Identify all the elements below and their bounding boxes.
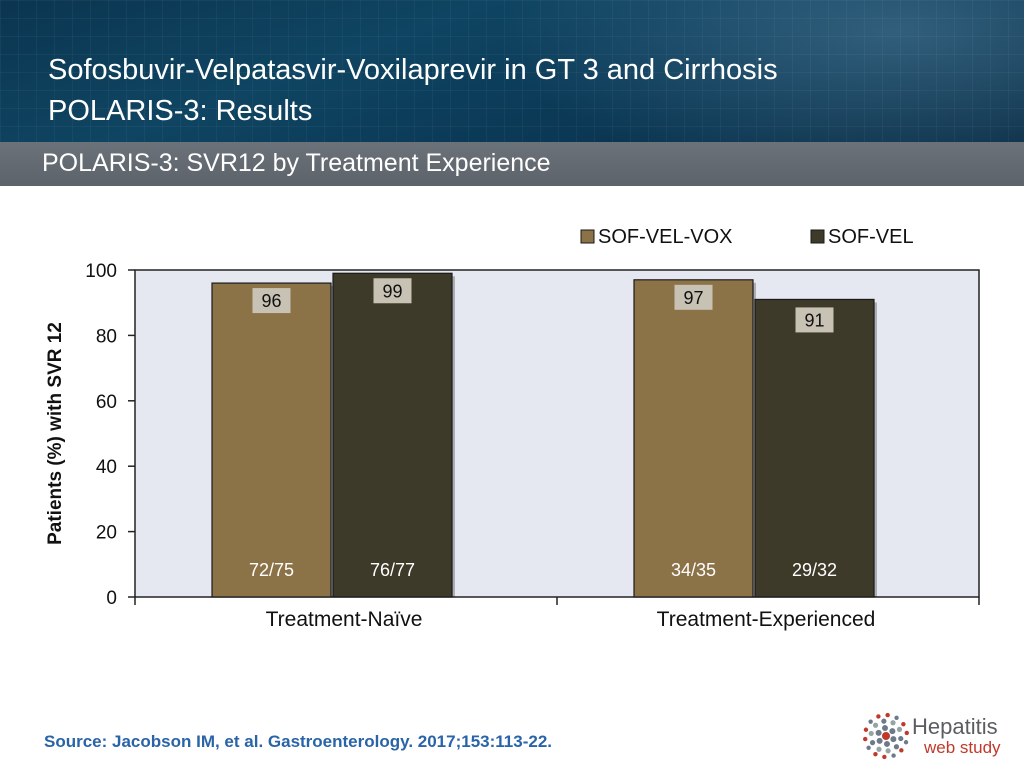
logo-dot [883,740,890,747]
legend-label: SOF-VEL-VOX [598,226,732,248]
logo-dot [872,722,879,728]
data-label-count: 34/35 [671,560,716,580]
svr12-bar-chart: 0 20 40 60 80 100 Patients (%) with SVR 12 96 72… [45,226,980,631]
logo-dot [868,730,874,737]
legend-swatch [580,229,595,244]
y-tick-label: 20 [96,523,117,544]
y-axis-label: Patients (%) with SVR 12 [45,322,66,545]
data-label-count: 72/75 [249,560,294,580]
logo-dot [866,745,871,750]
logo-dot [876,714,881,719]
header-pattern [0,0,1024,142]
logo-dot [876,737,883,744]
slide-title-line-1: Sofosbuvir-Velpatasvir-Voxilaprevir in G… [48,54,778,86]
logo-dot [882,725,889,732]
x-category-label: Treatment-Experienced [657,608,876,631]
data-label-value: 99 [382,281,402,301]
bar-sof-vel-0 [332,272,453,598]
data-label-count: 29/32 [792,560,837,580]
logo-dot [889,728,896,735]
subtitle-bar: POLARIS-3: SVR12 by Treatment Experience [0,142,1024,186]
logo-dot [903,740,909,745]
logo-dot [869,740,876,746]
logo-dot [894,715,899,721]
logo-dot [893,744,900,750]
logo-dot [890,736,897,743]
data-label-value: 91 [804,310,824,330]
data-label-box [795,307,834,333]
logo-text-web-study: web study [924,738,1001,757]
logo-dot [904,730,909,736]
y-tick-label: 0 [106,588,117,609]
slide-subtitle: POLARIS-3: SVR12 by Treatment Experience [42,149,551,177]
logo-dot [868,719,873,724]
bar-sof-vel-vox-0 [211,282,332,598]
logo-dot [885,712,890,718]
y-tick-label: 80 [96,326,117,347]
legend-swatch [810,229,825,244]
logo-dot [876,746,882,752]
logo-dot [875,729,882,736]
logo-dot [885,748,891,754]
logo-dot [898,735,904,742]
logo-dot [882,754,887,760]
source-citation: Source: Jacobson IM, et al. Gastroentero… [44,732,552,751]
data-label-box [674,284,713,310]
slide-title-line-2: POLARIS-3: Results [48,95,313,127]
data-label-box [373,278,412,304]
hepatitis-web-study-logo-icon [863,712,909,760]
data-label-box [252,288,291,314]
data-label-count: 76/77 [370,560,415,580]
logo-text-hepatitis: Hepatitis [912,714,998,739]
logo-dot [891,753,896,758]
logo-dot [890,720,896,726]
slide-header: Sofosbuvir-Velpatasvir-Voxilaprevir in G… [0,0,1024,142]
y-tick-label: 100 [85,261,117,282]
header-glow [464,0,1024,142]
logo-dot [881,718,887,724]
y-tick-label: 60 [96,392,117,413]
data-label-value: 96 [261,291,281,311]
logo-dot [899,748,904,753]
logo-dot [882,732,890,740]
x-category-label: Treatment-Naïve [266,608,423,631]
logo-dot [863,727,869,732]
bar-sof-vel-vox-1 [633,279,754,598]
logo-dot [901,722,906,727]
data-label-value: 97 [683,288,703,308]
bar-sof-vel-1 [754,298,875,598]
legend-label: SOF-VEL [828,226,914,248]
logo-dot [873,751,878,757]
y-tick-label: 40 [96,457,117,478]
logo-dot [896,726,903,732]
logo-dot [863,736,868,742]
